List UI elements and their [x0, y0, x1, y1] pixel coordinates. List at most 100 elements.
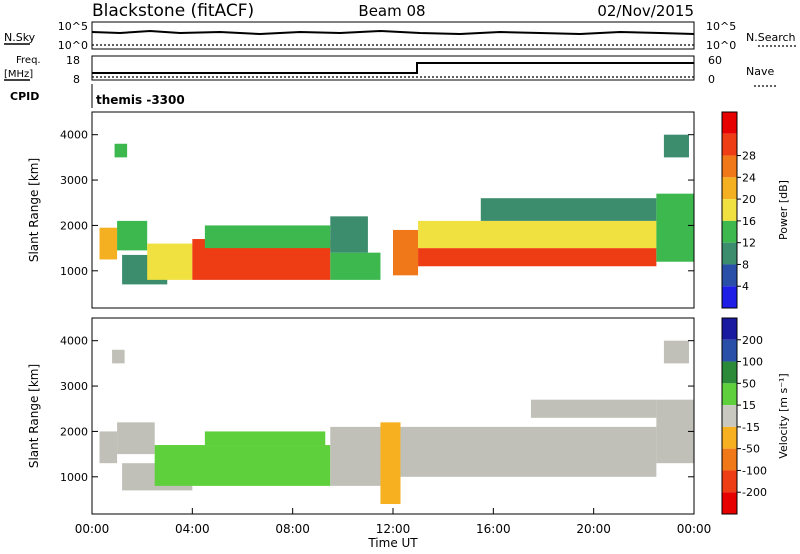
data-band — [380, 422, 401, 505]
colorbar-tick-label: 12 — [742, 237, 756, 250]
x-tick-label: 04:00 — [175, 522, 210, 536]
colorbar-segment — [722, 199, 737, 221]
data-band — [330, 216, 368, 253]
nave-tick-top: 60 — [708, 54, 722, 67]
colorbar-segment — [722, 405, 737, 427]
colorbar-segment — [722, 133, 737, 156]
cpid-value: themis -3300 — [96, 93, 185, 107]
y-tick-label: 4000 — [60, 129, 88, 142]
velocity-xlabel: Time UT — [367, 536, 418, 550]
colorbar-tick-label: 8 — [742, 258, 749, 271]
nave-tick-bottom: 0 — [708, 73, 715, 86]
colorbar-segment — [722, 220, 737, 243]
data-band — [147, 243, 193, 280]
colorbar-segment — [722, 448, 737, 471]
colorbar-segment — [722, 177, 737, 200]
data-band — [112, 349, 125, 364]
freq-line — [92, 62, 694, 74]
colorbar-tick-label: -100 — [742, 464, 767, 477]
power-ylabel: Slant Range [km] — [27, 158, 41, 262]
power-colorbar-label: Power [dB] — [777, 180, 790, 240]
x-tick-label: 08:00 — [275, 522, 310, 536]
colorbar-frame — [721, 317, 738, 515]
colorbar-tick-label: 24 — [742, 171, 756, 184]
colorbar-tick-label: -200 — [742, 486, 767, 499]
data-band — [114, 143, 128, 158]
colorbar-segment — [722, 470, 737, 493]
freq-tick-top: 18 — [66, 54, 80, 67]
data-band — [656, 193, 694, 262]
cpid-panel: CPID themis -3300 — [10, 84, 185, 108]
velocity-colorbar: 200 100 50 15 -15 -50 -100 -200 — [721, 317, 767, 515]
velocity-data — [99, 340, 694, 505]
freq-label: Freq. — [16, 55, 41, 66]
power-colorbar: 4 8 12 16 20 24 28 — [721, 111, 756, 309]
nsearch-label: N.Search — [746, 31, 796, 44]
cpid-label: CPID — [10, 90, 39, 103]
colorbar-tick-label: 100 — [742, 356, 763, 369]
x-tick-label: 12:00 — [376, 522, 411, 536]
nsky-tick-top: 10^5 — [58, 20, 88, 33]
data-band — [117, 220, 148, 251]
colorbar-tick-label: 28 — [742, 150, 756, 163]
power-data — [99, 134, 694, 285]
data-band — [530, 399, 657, 418]
data-band — [400, 426, 657, 477]
colorbar-frame — [721, 111, 738, 309]
data-band — [330, 252, 381, 280]
colorbar-segment — [722, 155, 737, 178]
y-tick-label: 4000 — [60, 335, 88, 348]
nave-label: Nave — [746, 65, 774, 78]
data-band — [204, 225, 331, 249]
data-band — [393, 229, 419, 276]
colorbar-segment — [722, 242, 737, 265]
nsky-panel: N.Sky 10^5 10^0 10^5 10^0 N.Search — [4, 20, 796, 52]
colorbar-segment — [722, 361, 737, 384]
x-tick-label: 20:00 — [576, 522, 611, 536]
beam-title: Beam 08 — [358, 2, 425, 20]
data-band — [117, 422, 155, 455]
y-tick-label: 3000 — [60, 380, 88, 393]
colorbar-tick-label: 16 — [742, 215, 756, 228]
y-tick-label: 3000 — [60, 174, 88, 187]
power-panel: 1000 2000 3000 4000 Slant Range [km] 4 8 12 16… — [27, 111, 790, 309]
colorbar-segment — [722, 383, 737, 406]
freq-unit: [MHz] — [4, 69, 33, 80]
y-tick-label: 2000 — [60, 219, 88, 232]
nsky-label: N.Sky — [4, 31, 36, 44]
data-band — [480, 198, 657, 221]
colorbar-tick-label: -15 — [742, 421, 760, 434]
data-band — [330, 426, 381, 486]
colorbar-segment — [722, 286, 737, 308]
velocity-ylabel: Slant Range [km] — [27, 364, 41, 468]
colorbar-tick-label: 15 — [742, 399, 756, 412]
freq-panel: Freq. [MHz] 18 8 60 0 Nave — [4, 54, 778, 87]
y-tick-label: 1000 — [60, 471, 88, 484]
colorbar-segment — [722, 318, 737, 340]
x-tick-label: 00:00 — [75, 522, 110, 536]
nsky-line — [91, 29, 695, 36]
data-band — [204, 431, 326, 446]
colorbar-tick-label: 200 — [742, 334, 763, 347]
colorbar-tick-label: -50 — [742, 443, 760, 456]
velocity-colorbar-label: Velocity [m s⁻¹] — [777, 373, 790, 458]
colorbar-tick-label: 50 — [742, 377, 756, 390]
colorbar-segment — [722, 264, 737, 287]
x-tick-label: 16:00 — [476, 522, 511, 536]
velocity-panel: 1000 2000 3000 4000 00:00 04:00 08:00 12:00 16:… — [27, 317, 790, 550]
data-band — [418, 248, 657, 267]
nsearch-tick-bottom: 10^0 — [706, 39, 736, 52]
data-band — [154, 445, 331, 486]
x-tick-label: 00:00 — [677, 522, 712, 536]
data-band — [663, 134, 689, 158]
data-band — [99, 227, 118, 260]
data-band — [418, 220, 657, 249]
colorbar-segment — [722, 339, 737, 362]
data-band — [656, 399, 694, 464]
station-title: Blackstone (fitACF) — [92, 1, 254, 21]
colorbar-segment — [722, 426, 737, 449]
data-band — [99, 431, 118, 464]
date-title: 02/Nov/2015 — [597, 2, 694, 20]
nsearch-tick-top: 10^5 — [706, 20, 736, 33]
y-tick-label: 1000 — [60, 265, 88, 278]
